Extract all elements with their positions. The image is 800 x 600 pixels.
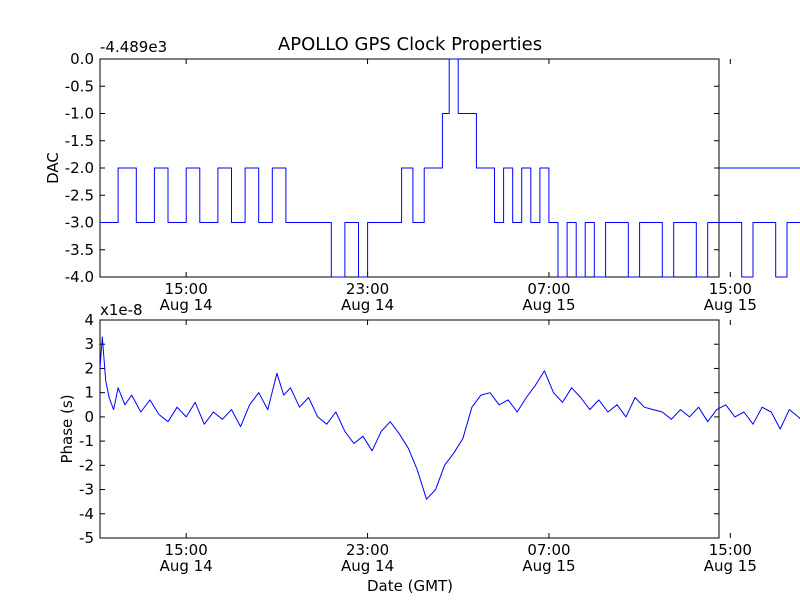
ytick-label: 4 <box>84 311 94 329</box>
phase-offset-text: x1e-8 <box>100 301 143 319</box>
phase-yticks: 4 3 2 1 0 -1 -2 -3 -4 -5 <box>79 311 719 547</box>
xtick-date-label: Aug 15 <box>704 557 757 575</box>
dac-yticks: 0.0 -0.5 -1.0 -1.5 -2.0 -2.5 -3.0 -3.5 -4.0 <box>65 50 719 286</box>
dac-offset-text: -4.489e3 <box>100 38 167 56</box>
xtick-date-label: Aug 15 <box>522 296 575 314</box>
ytick-label: -2.5 <box>65 186 94 204</box>
xtick-time-label: 23:00 <box>346 541 389 559</box>
ytick-label: -3 <box>79 481 94 499</box>
xtick-time-label: 23:00 <box>346 280 389 298</box>
xtick-time-label: 15:00 <box>165 280 208 298</box>
ytick-label: -5 <box>79 529 94 547</box>
xtick-time-label: 07:00 <box>527 280 570 298</box>
xtick-date-label: Aug 14 <box>341 296 394 314</box>
xtick-date-label: Aug 15 <box>522 557 575 575</box>
series-line <box>100 58 800 278</box>
ytick-label: 1 <box>84 384 94 402</box>
ytick-label: -1.5 <box>65 132 94 150</box>
dac-ylabel: DAC <box>44 152 62 184</box>
xtick-date-label: Aug 14 <box>341 557 394 575</box>
phase-plot-frame <box>99 319 720 539</box>
dac-panel: -4.489e3 DAC 0.0 -0.5 -1.0 -1.5 -2.0 -2.5 -3.0… <box>44 38 800 314</box>
phase-series <box>99 336 800 500</box>
ytick-label: -4 <box>79 505 94 523</box>
ytick-label: -4.0 <box>65 268 94 286</box>
ytick-label: 2 <box>84 359 94 377</box>
ytick-label: 0 <box>84 408 94 426</box>
ytick-label: -1.0 <box>65 105 94 123</box>
xtick-date-label: Aug 14 <box>160 557 213 575</box>
ytick-label: -3.5 <box>65 241 94 259</box>
ytick-label: 0.0 <box>70 50 94 68</box>
chart-title: APOLLO GPS Clock Properties <box>278 34 542 55</box>
xtick-time-label: 07:00 <box>527 541 570 559</box>
ytick-label: -2 <box>79 456 94 474</box>
ytick-label: -2.0 <box>65 159 94 177</box>
ytick-label: 3 <box>84 335 94 353</box>
xtick-time-label: 15:00 <box>709 541 752 559</box>
dac-series <box>100 58 800 278</box>
series-line <box>99 336 800 500</box>
phase-xlabel: Date (GMT) <box>367 577 453 595</box>
xtick-time-label: 15:00 <box>709 280 752 298</box>
xtick-date-label: Aug 15 <box>704 296 757 314</box>
xtick-date-label: Aug 14 <box>160 296 213 314</box>
ytick-label: -3.0 <box>65 214 94 232</box>
xtick-time-label: 15:00 <box>165 541 208 559</box>
ytick-label: -1 <box>79 432 94 450</box>
phase-ylabel: Phase (s) <box>58 394 76 463</box>
ytick-label: -0.5 <box>65 77 94 95</box>
